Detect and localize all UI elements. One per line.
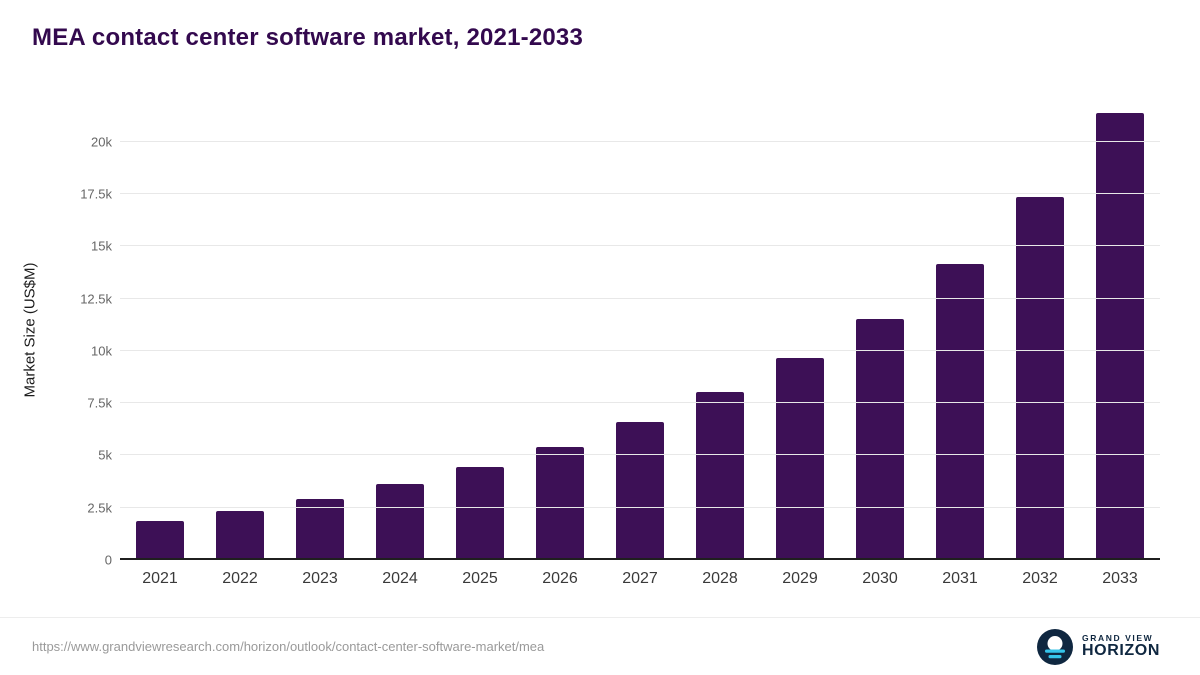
x-tick-label: 2025: [462, 570, 498, 587]
gridline: [120, 506, 1160, 508]
y-tick-label: 2.5k: [87, 500, 112, 516]
y-axis-title: Market Size (US$M): [21, 262, 39, 398]
bar-2032: [1016, 197, 1064, 560]
bar-slot: [920, 100, 1000, 560]
gridline: [120, 193, 1160, 195]
x-tick-label: 2022: [222, 570, 258, 587]
x-tick-label: 2029: [782, 570, 818, 587]
bar-2024: [376, 483, 424, 560]
bar-2027: [616, 422, 664, 560]
x-axis-line: [120, 558, 1160, 560]
gridline: [120, 454, 1160, 456]
bar-2028: [696, 391, 744, 560]
grand-view-horizon-icon: [1037, 628, 1074, 665]
x-tick-label: 2026: [542, 570, 578, 587]
plot-area: 0 2.5k 5k 7.5k 10k 12.5k 15k 17.5k 20k: [80, 100, 1160, 568]
x-tick-label: 2027: [622, 570, 658, 587]
bar-slot: [1000, 100, 1080, 560]
y-tick-label: 15k: [91, 238, 112, 254]
x-tick-label: 2031: [942, 570, 978, 587]
y-tick-label: 7.5k: [87, 395, 112, 411]
brand-logo-text: GRAND VIEW HORIZON: [1082, 632, 1160, 660]
footer: https://www.grandviewresearch.com/horizo…: [0, 617, 1200, 675]
gridline: [120, 140, 1160, 142]
y-tick-label: 5k: [98, 447, 112, 463]
bar-slot: [520, 100, 600, 560]
x-tick-label: 2032: [1022, 570, 1058, 587]
bar-2023: [296, 499, 344, 560]
bar-slot: [1080, 100, 1160, 560]
bar-2033: [1096, 112, 1144, 560]
y-tick-label: 12.5k: [80, 291, 112, 307]
gridline: [120, 402, 1160, 404]
y-tick-label: 10k: [91, 343, 112, 359]
bar-slot: [440, 100, 520, 560]
bar-2030: [856, 318, 904, 560]
bar-slot: [840, 100, 920, 560]
bar-series: [120, 100, 1160, 560]
x-axis-labels: 2021 2022 2023 2024 2025 2026 2027 2028 2029 2030…: [120, 566, 1160, 588]
x-tick-label: 2030: [862, 570, 898, 587]
brand-logo-line1: GRAND VIEW: [1082, 632, 1154, 643]
x-tick-label: 2028: [702, 570, 738, 587]
y-tick-label: 17.5k: [80, 186, 112, 202]
bar-slot: [600, 100, 680, 560]
brand-logo-line2: HORIZON: [1082, 641, 1160, 659]
gridline: [120, 297, 1160, 299]
bar-slot: [200, 100, 280, 560]
y-tick-label: 0: [104, 552, 112, 568]
bar-slot: [120, 100, 200, 560]
x-tick-label: 2021: [142, 570, 178, 587]
brand-logo: GRAND VIEW HORIZON: [1037, 628, 1160, 665]
bar-slot: [360, 100, 440, 560]
bar-2029: [776, 358, 824, 560]
bar-2026: [536, 447, 584, 560]
bar-slot: [760, 100, 840, 560]
y-tick-label: 20k: [91, 134, 112, 150]
x-tick-label: 2033: [1102, 570, 1138, 587]
bar-slot: [280, 100, 360, 560]
x-tick-label: 2024: [382, 570, 418, 587]
bar-2025: [456, 466, 504, 560]
bar-slot: [680, 100, 760, 560]
gridline: [120, 245, 1160, 247]
x-tick-label: 2023: [302, 570, 338, 587]
bar-2021: [136, 521, 184, 560]
bar-2031: [936, 264, 984, 560]
source-url: https://www.grandviewresearch.com/horizo…: [32, 639, 545, 654]
bar-2022: [216, 510, 264, 560]
gridline: [120, 349, 1160, 351]
chart-title: MEA contact center software market, 2021…: [32, 24, 584, 51]
